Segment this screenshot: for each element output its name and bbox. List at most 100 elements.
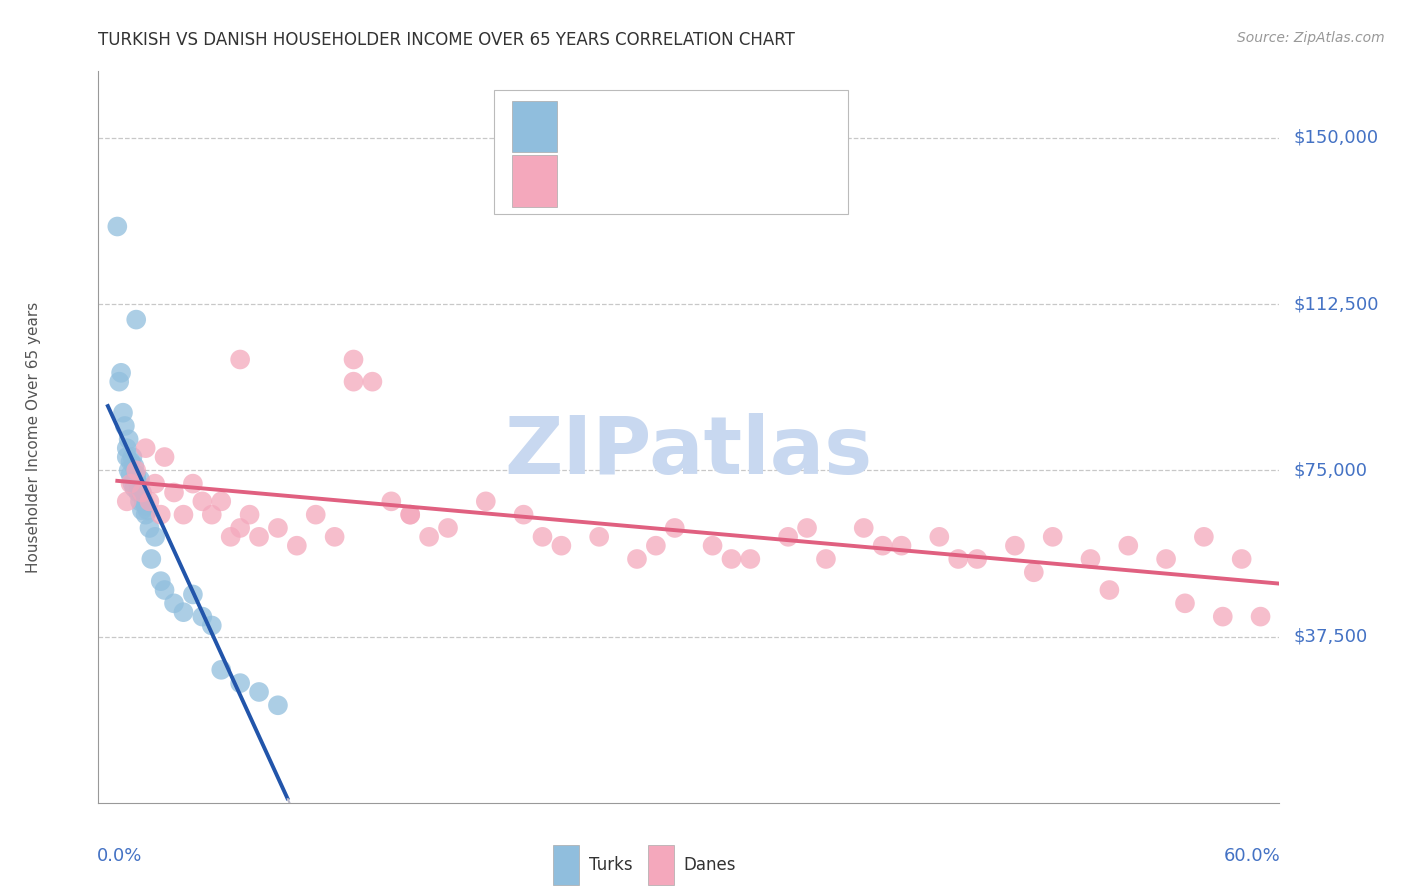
Point [135, 499, 157, 513]
Point [247, 530, 270, 544]
Point [380, 494, 402, 508]
Text: $37,500: $37,500 [1294, 628, 1368, 646]
Point [796, 521, 818, 535]
Point [1080, 552, 1102, 566]
Point [141, 552, 163, 566]
Point [125, 472, 148, 486]
Point [135, 508, 157, 522]
Point [115, 494, 138, 508]
Point [1212, 609, 1234, 624]
Point [948, 552, 970, 566]
Point [138, 521, 160, 535]
Point [267, 698, 290, 713]
Point [267, 521, 290, 535]
Point [110, 366, 132, 380]
Point [149, 508, 172, 522]
Text: Householder Income Over 65 years: Householder Income Over 65 years [25, 301, 41, 573]
Point [229, 676, 252, 690]
Point [125, 467, 148, 482]
Text: 60.0%: 60.0% [1223, 847, 1281, 864]
Point [702, 539, 724, 553]
Point [1174, 596, 1197, 610]
FancyBboxPatch shape [648, 845, 673, 885]
Point [229, 521, 252, 535]
Point [285, 539, 308, 553]
Point [132, 494, 155, 508]
Point [163, 485, 186, 500]
FancyBboxPatch shape [512, 155, 557, 207]
Point [153, 582, 176, 597]
Point [229, 352, 252, 367]
Point [124, 481, 146, 495]
Point [191, 609, 214, 624]
Text: TURKISH VS DANISH HOUSEHOLDER INCOME OVER 65 YEARS CORRELATION CHART: TURKISH VS DANISH HOUSEHOLDER INCOME OVE… [98, 31, 796, 49]
Point [966, 552, 988, 566]
Point [209, 663, 232, 677]
Point [114, 419, 136, 434]
Text: $150,000: $150,000 [1294, 128, 1379, 147]
Point [108, 375, 131, 389]
Point [588, 530, 610, 544]
Point [131, 485, 153, 500]
Point [664, 521, 686, 535]
Point [531, 530, 554, 544]
Point [512, 508, 534, 522]
Point [872, 539, 894, 553]
Point [1098, 582, 1121, 597]
Point [120, 454, 142, 468]
Point [361, 375, 384, 389]
Point [342, 352, 364, 367]
Point [720, 552, 742, 566]
Point [890, 539, 912, 553]
Point [1004, 539, 1026, 553]
Point [138, 494, 160, 508]
Point [852, 521, 875, 535]
Point [550, 539, 572, 553]
Point [814, 552, 837, 566]
Point [219, 530, 242, 544]
Point [1042, 530, 1064, 544]
Point [125, 312, 148, 326]
Point [127, 476, 149, 491]
Point [131, 485, 153, 500]
Point [209, 494, 232, 508]
Point [239, 508, 262, 522]
Point [120, 467, 142, 482]
Point [418, 530, 440, 544]
Point [121, 476, 143, 491]
Text: $112,500: $112,500 [1294, 295, 1379, 313]
Point [118, 463, 141, 477]
Point [143, 476, 166, 491]
Text: Source: ZipAtlas.com: Source: ZipAtlas.com [1237, 31, 1385, 45]
Point [136, 503, 159, 517]
Point [118, 432, 141, 446]
Point [120, 476, 142, 491]
Point [121, 450, 143, 464]
Text: 0.0%: 0.0% [97, 847, 142, 864]
Point [124, 458, 146, 473]
Text: Turks: Turks [589, 856, 633, 874]
Point [1230, 552, 1253, 566]
Text: R = -0.208   N = 64: R = -0.208 N = 64 [571, 172, 734, 190]
Point [1022, 566, 1045, 580]
Point [135, 441, 157, 455]
Point [323, 530, 346, 544]
FancyBboxPatch shape [494, 90, 848, 214]
Text: $75,000: $75,000 [1294, 461, 1368, 479]
Point [181, 476, 204, 491]
Point [342, 375, 364, 389]
Point [129, 494, 152, 508]
Point [1116, 539, 1139, 553]
Point [778, 530, 800, 544]
Point [115, 450, 138, 464]
Point [740, 552, 762, 566]
Point [127, 485, 149, 500]
Point [305, 508, 328, 522]
Point [1192, 530, 1215, 544]
FancyBboxPatch shape [553, 845, 579, 885]
Text: ZIPatlas: ZIPatlas [505, 413, 873, 491]
Point [143, 530, 166, 544]
Point [399, 508, 422, 522]
Point [149, 574, 172, 589]
Point [644, 539, 666, 553]
